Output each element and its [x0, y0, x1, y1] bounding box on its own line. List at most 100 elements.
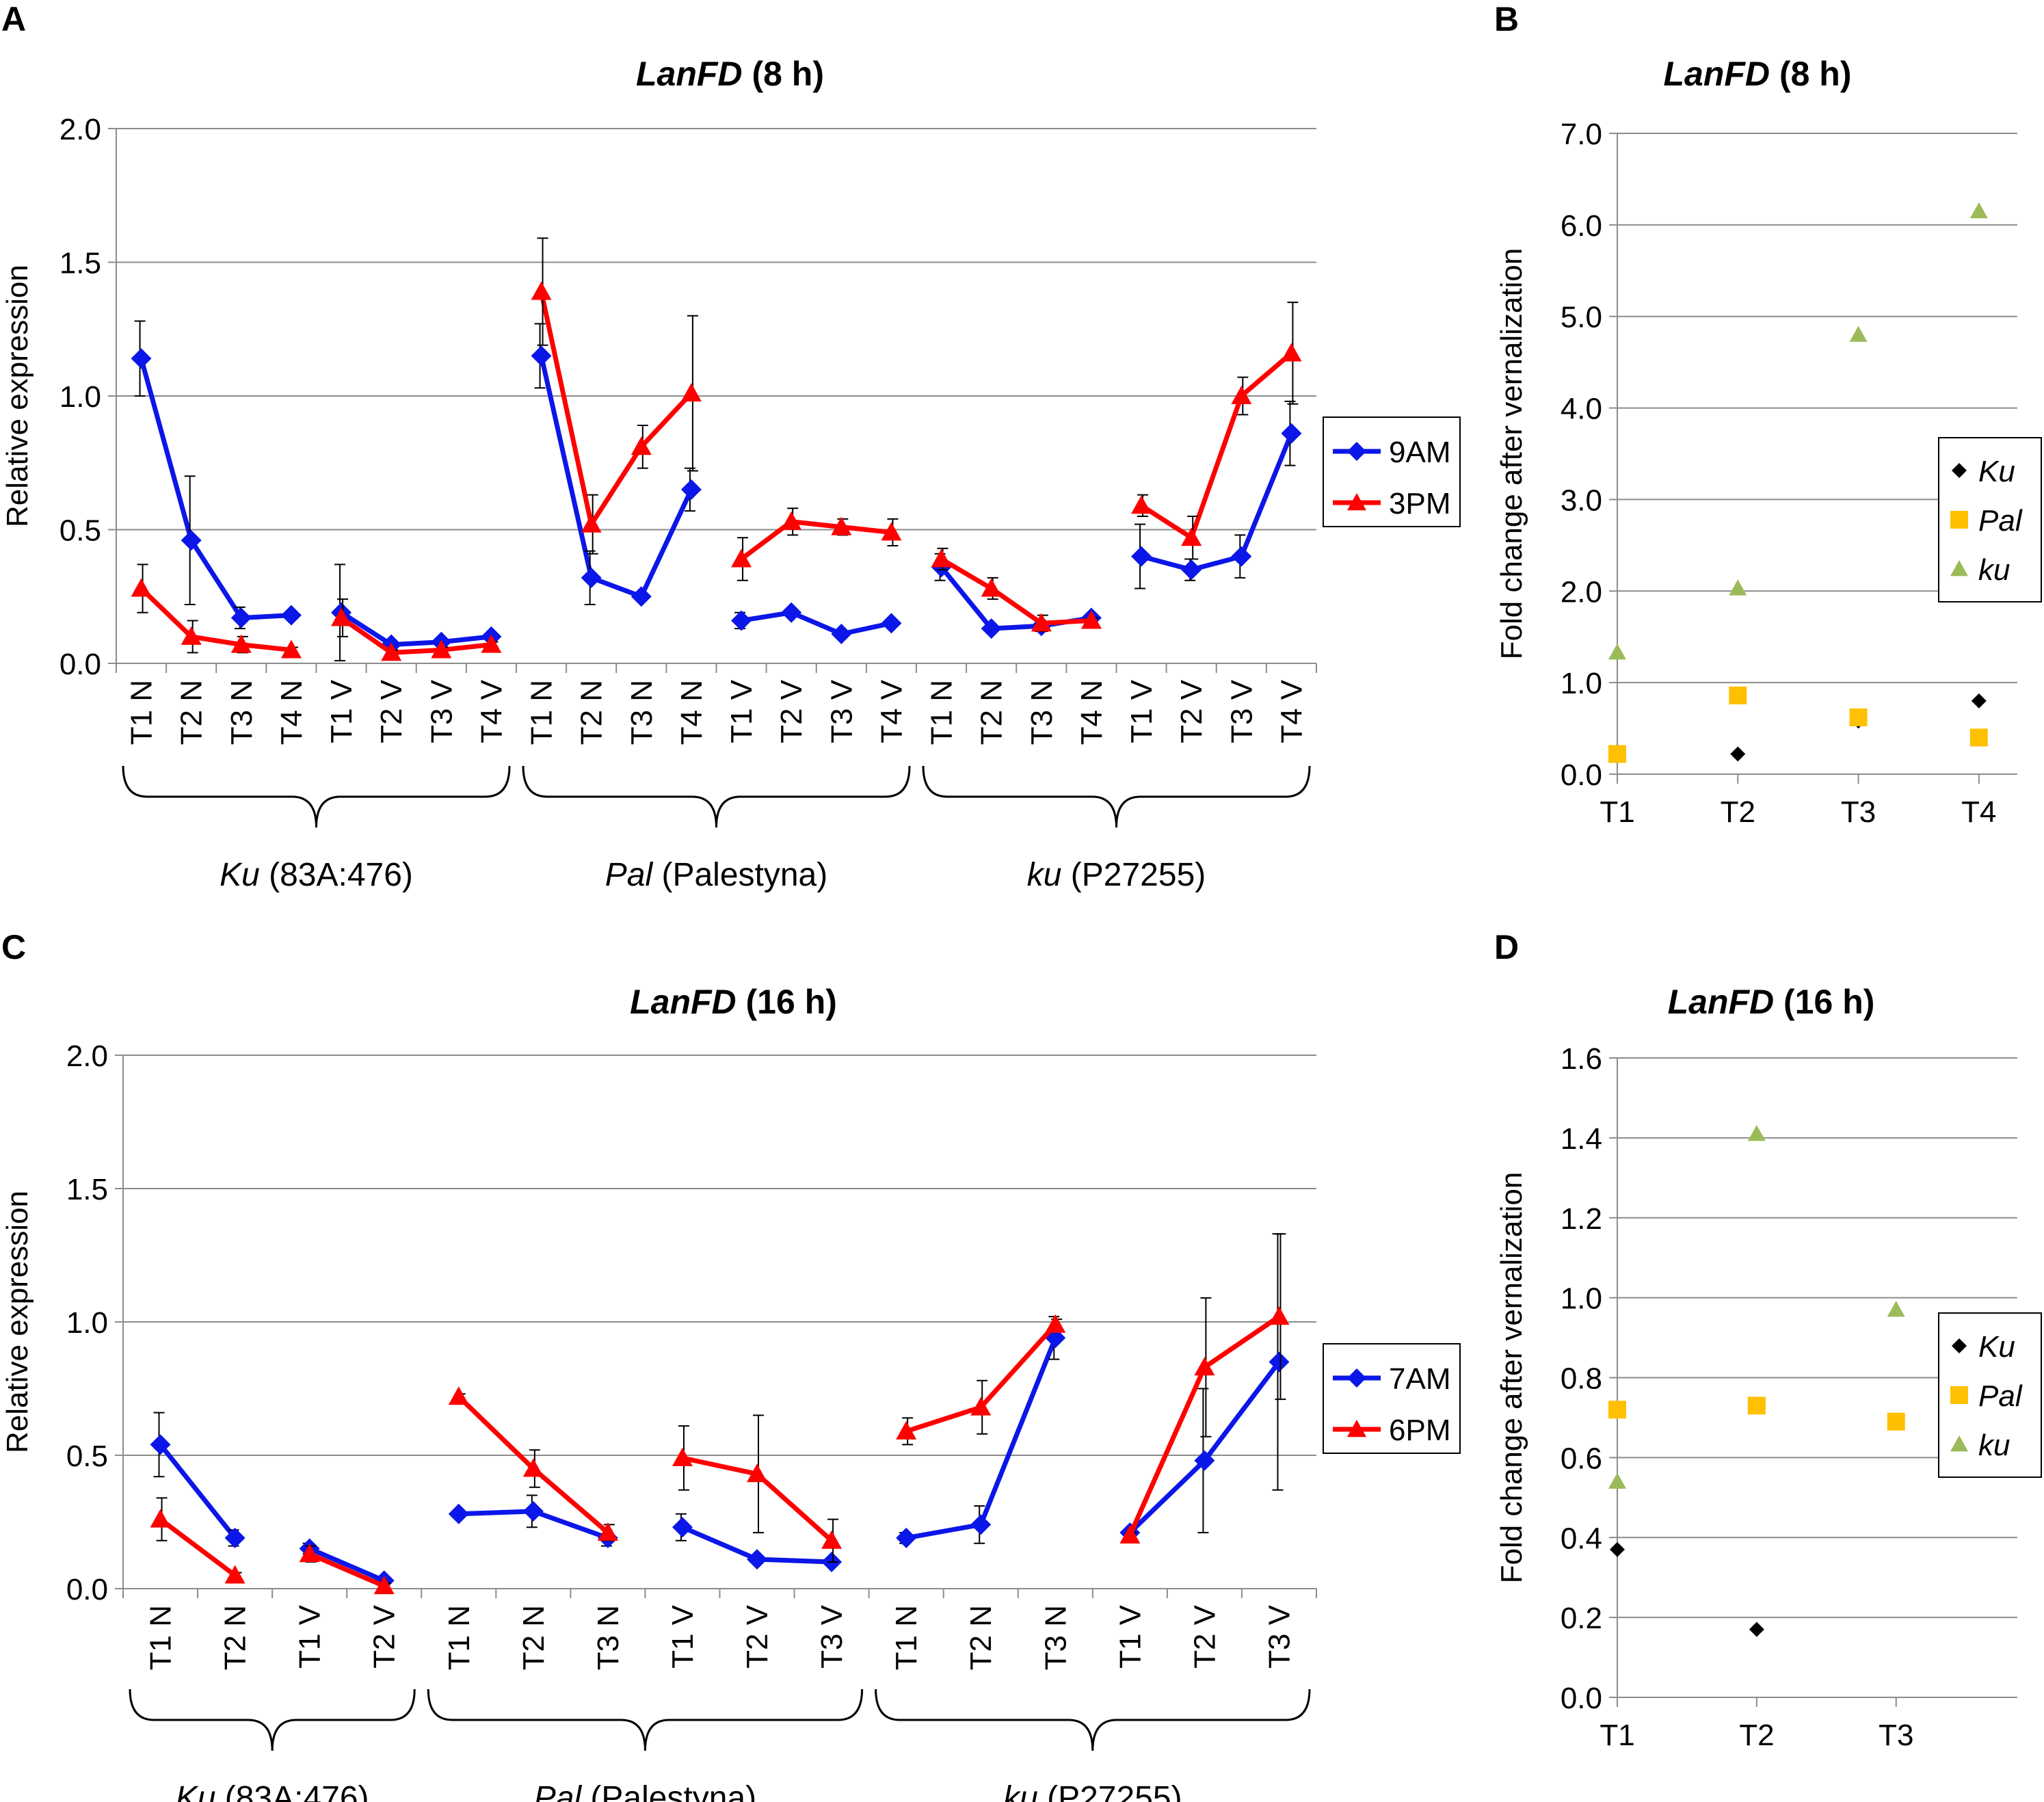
- data-point-Ku: [1971, 693, 1987, 708]
- chart-title-gene: LanFD: [630, 983, 736, 1021]
- data-point-7AM: [970, 1514, 992, 1535]
- data-point-ku: [1969, 202, 1988, 219]
- group-brace: [427, 1688, 864, 1751]
- chart-title-gene: LanFD: [636, 55, 743, 93]
- y-axis-label: Fold change after vernalization: [1495, 1172, 1528, 1584]
- chart-title-suffix: (8 h): [1770, 55, 1851, 93]
- data-point-3PM: [1281, 343, 1302, 362]
- x-tick-label: T4 V: [1275, 679, 1308, 743]
- data-point-3PM: [331, 607, 352, 626]
- series-line-3PM: [140, 586, 292, 652]
- data-point-Pal: [1887, 1412, 1905, 1431]
- y-tick-label: 1.0: [66, 1306, 108, 1340]
- data-point-ku: [1608, 643, 1626, 660]
- data-point-9AM: [831, 623, 852, 644]
- y-tick-label: 1.5: [66, 1173, 108, 1206]
- data-point-9AM: [1281, 423, 1302, 444]
- data-point-3PM: [1080, 610, 1102, 629]
- group-label: ku (P27255): [1027, 857, 1206, 893]
- chart-title-gene: LanFD: [1668, 983, 1775, 1021]
- group-label-accession: (Palestyna): [652, 857, 827, 893]
- data-point-7AM: [1269, 1351, 1290, 1373]
- series-line-9AM: [939, 566, 1092, 631]
- data-point-ku: [1729, 579, 1747, 596]
- data-point-3PM: [831, 516, 852, 535]
- x-tick-label: T2 V: [368, 1604, 401, 1669]
- series-line-3PM: [1140, 351, 1293, 540]
- data-point-7AM: [672, 1517, 693, 1538]
- x-tick-label: T2 V: [1175, 679, 1208, 743]
- y-tick-label: 0.0: [1561, 1682, 1602, 1715]
- x-tick-label: T3 V: [815, 1604, 849, 1669]
- data-point-Pal: [1608, 1401, 1626, 1419]
- legend: Ku Pal ku: [1938, 1312, 2042, 1478]
- y-tick-label: 2.0: [1561, 575, 1602, 609]
- data-point-3PM: [1181, 527, 1202, 546]
- data-point-3PM: [881, 522, 902, 541]
- panel-d-fold-change-16h: D LanFD (16 h) 0.0 0.2 0.4 0.6 0.8 1.0 1.2 1.4 1.6…: [1494, 928, 2042, 1752]
- x-tick-label: T4 V: [875, 679, 908, 743]
- data-point-6PM: [672, 1447, 693, 1466]
- x-tick-label: T1 N: [925, 680, 959, 745]
- x-tick-label: T1 N: [525, 680, 559, 745]
- data-point-3PM: [581, 514, 602, 533]
- y-tick-label: 2.0: [59, 113, 101, 146]
- x-tick-label: T4: [1961, 795, 1996, 829]
- x-tick-label: T4 N: [675, 680, 708, 745]
- legend: 9AM 3PM: [1323, 416, 1461, 527]
- data-point-3PM: [431, 639, 452, 659]
- legend-marker-ku: [1950, 1435, 1968, 1452]
- y-tick-label: 0.0: [1561, 758, 1602, 792]
- series-line-9AM: [139, 358, 292, 621]
- series-line-9AM: [539, 355, 694, 599]
- data-point-6PM: [224, 1565, 245, 1584]
- x-tick-label: T2 N: [975, 680, 1009, 745]
- data-point-9AM: [531, 345, 552, 367]
- y-tick-label: 1.5: [59, 247, 101, 280]
- group-brace: [129, 1688, 416, 1751]
- data-point-6PM: [150, 1509, 171, 1528]
- data-point-7AM: [224, 1527, 245, 1548]
- x-tick-label: T4 N: [275, 680, 308, 745]
- data-point-9AM: [131, 348, 152, 369]
- x-tick-label: T1 V: [666, 1604, 700, 1669]
- group-label-species: ku: [1003, 1780, 1038, 1802]
- group-label-species: ku: [1027, 857, 1062, 893]
- y-tick-label: 0.2: [1561, 1602, 1602, 1635]
- series-line-3PM: [739, 519, 892, 561]
- x-tick-label: T1 N: [125, 680, 159, 745]
- legend-marker-Ku: [1952, 1338, 1967, 1353]
- group-label: Pal (Palestyna): [605, 857, 827, 893]
- x-tick-label: T1 V: [725, 679, 758, 743]
- x-tick-label: T4 V: [475, 679, 508, 743]
- x-tick-label: T3 V: [425, 679, 458, 743]
- x-tick-label: T1 V: [1125, 679, 1158, 743]
- data-point-ku: [1747, 1125, 1766, 1141]
- panel-c-line-chart-16h: C LanFD (16 h) 0.0 0.5 1.0 1.5 2.0 T1 N T2 N T1 V…: [1, 928, 1461, 1802]
- x-tick-label: T1 N: [144, 1605, 178, 1670]
- y-tick-label: 1.6: [1561, 1042, 1602, 1076]
- x-tick-label: T3 V: [1262, 1604, 1296, 1669]
- legend-marker-3PM: [1347, 493, 1366, 511]
- data-point-3PM: [531, 281, 552, 300]
- data-point-6PM: [896, 1420, 917, 1440]
- x-tick-label: T3: [1879, 1719, 1913, 1752]
- series-line-6PM: [159, 1517, 237, 1578]
- group-label-accession: (83A:476): [260, 857, 413, 893]
- data-point-Ku: [1749, 1621, 1764, 1637]
- series-line-9AM: [741, 610, 892, 637]
- data-point-3PM: [680, 383, 702, 402]
- y-axis-label: Relative expression: [1, 1191, 34, 1453]
- y-tick-label: 0.6: [1561, 1442, 1602, 1475]
- x-tick-label: T3 N: [225, 680, 258, 745]
- legend-label-7AM: 7AM: [1389, 1362, 1450, 1396]
- data-point-6PM: [522, 1458, 544, 1477]
- chart-title-suffix: (16 h): [1774, 983, 1874, 1021]
- data-point-3PM: [280, 639, 302, 659]
- y-axis-label: Relative expression: [1, 265, 34, 527]
- legend-marker-Ku: [1952, 463, 1967, 478]
- data-point-Pal: [1747, 1396, 1766, 1415]
- group-label: Pal (Palestyna): [534, 1780, 756, 1802]
- data-point-7AM: [747, 1549, 768, 1570]
